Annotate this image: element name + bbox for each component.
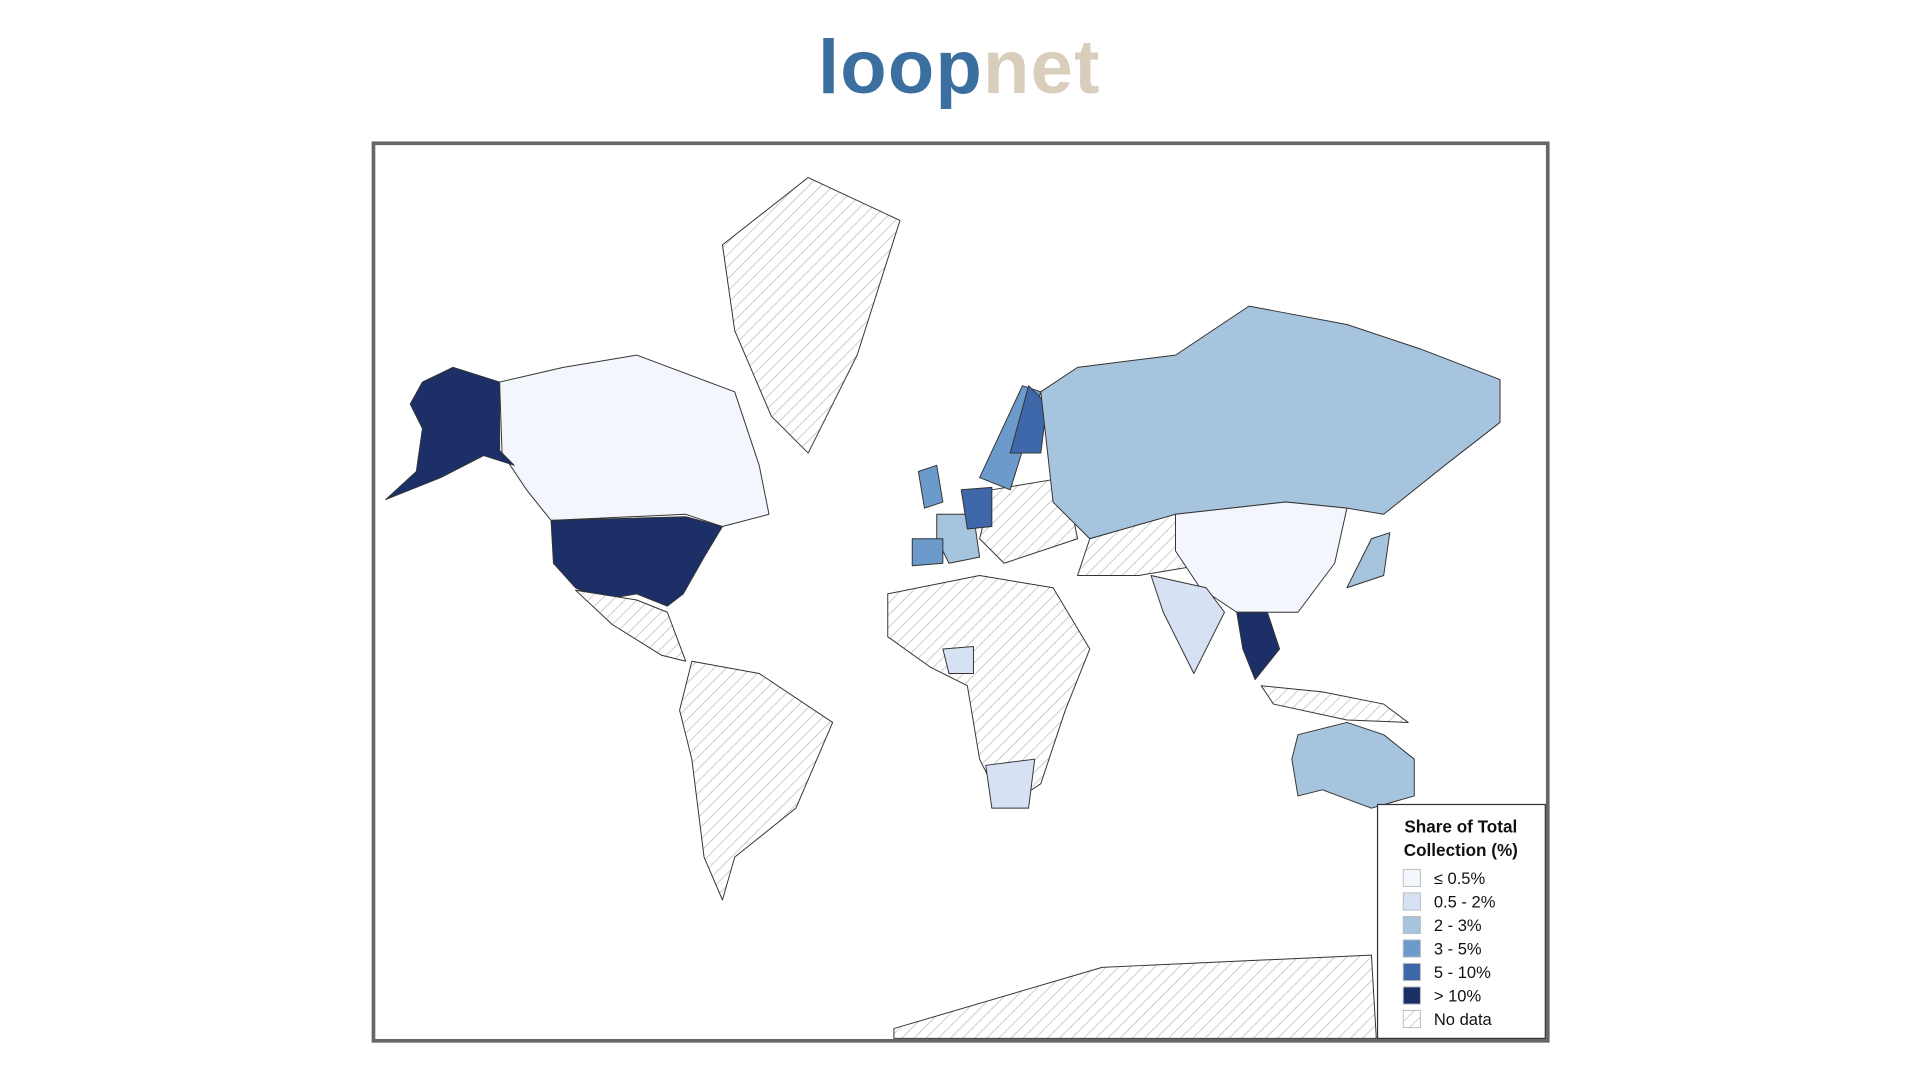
legend-items: ≤ 0.5% 0.5 - 2% 2 - 3% 3 - 5% 5 - 10% > 10% No… xyxy=(1402,868,1496,1029)
australia xyxy=(1291,721,1415,809)
mexico xyxy=(575,589,687,662)
legend-title: Share of Total xyxy=(1404,817,1517,837)
china xyxy=(1175,501,1348,613)
alaska xyxy=(385,366,515,501)
legend-label: 2 - 3% xyxy=(1434,916,1482,935)
legend-label: 5 - 10% xyxy=(1434,963,1491,982)
nigeria xyxy=(942,646,974,674)
legend-swatch xyxy=(1402,892,1421,911)
legend-swatch xyxy=(1402,962,1421,982)
south-africa xyxy=(985,758,1036,809)
spain xyxy=(911,538,944,567)
germany xyxy=(960,486,993,530)
usa xyxy=(550,516,723,607)
legend-swatch xyxy=(1402,1009,1421,1029)
map xyxy=(385,177,1501,1039)
southeast-asia xyxy=(1236,611,1281,681)
logo-part: net xyxy=(983,25,1101,110)
legend-label: No data xyxy=(1434,1010,1493,1029)
greenland xyxy=(721,177,901,454)
logo-part: loop xyxy=(818,25,983,110)
legend-swatch xyxy=(1402,986,1421,1005)
legend-label: 0.5 - 2% xyxy=(1434,893,1496,912)
logo: loopnet xyxy=(818,25,1101,110)
legend-label: ≤ 0.5% xyxy=(1434,869,1486,888)
legend-label: > 10% xyxy=(1434,987,1482,1006)
indonesia xyxy=(1260,685,1409,723)
japan xyxy=(1346,532,1391,589)
india xyxy=(1150,575,1225,674)
legend-swatch xyxy=(1402,939,1421,958)
antarctica xyxy=(893,954,1377,1039)
south-america xyxy=(679,660,834,901)
canada xyxy=(499,354,770,528)
legend-label: 3 - 5% xyxy=(1434,940,1482,959)
uk xyxy=(917,464,944,509)
legend-swatch xyxy=(1402,868,1421,888)
legend-swatch xyxy=(1402,915,1421,935)
legend-title: Collection (%) xyxy=(1404,840,1518,860)
